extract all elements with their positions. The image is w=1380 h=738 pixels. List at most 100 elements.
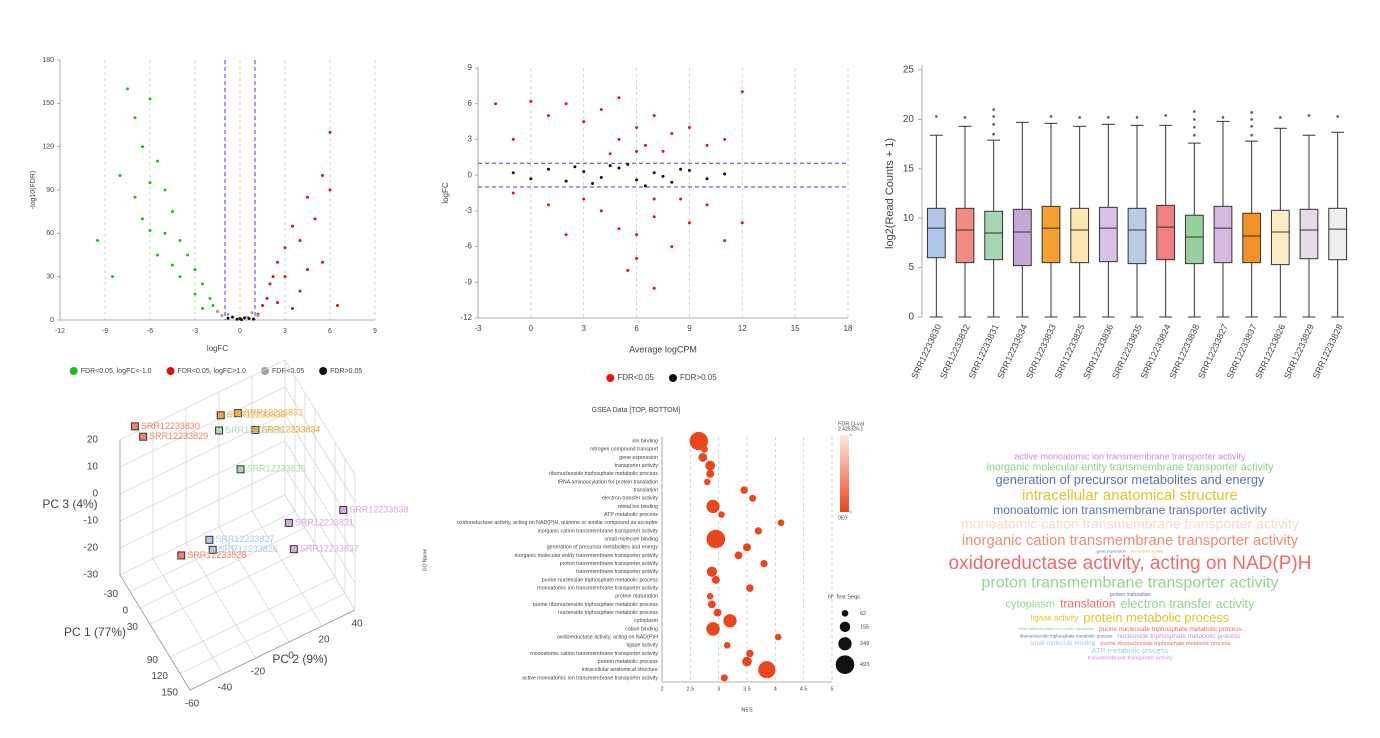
x-tick-label: SRR12233835 <box>1110 323 1144 381</box>
y-tick-label: -12 <box>460 313 472 322</box>
y-tick-label: 0 <box>468 170 473 179</box>
z-tick-label: 0 <box>92 489 98 500</box>
outlier <box>1193 126 1196 129</box>
x-tick-label: 2.5 <box>687 686 695 692</box>
point <box>234 409 243 418</box>
point <box>608 152 612 156</box>
point <box>687 168 691 172</box>
point <box>511 171 515 175</box>
point <box>289 545 298 554</box>
y-tick-label: 120 <box>42 144 54 151</box>
outlier <box>1250 133 1253 137</box>
y-tick-label: monoatomic cation transmembrane transpor… <box>530 651 658 657</box>
y-tick-label: 9 <box>468 63 473 72</box>
y-tick-label: 0 <box>50 317 54 324</box>
x-tick-label: SRR12233829 <box>1282 323 1316 381</box>
point <box>171 210 174 214</box>
point <box>276 301 279 305</box>
y-tick-label: translation <box>634 487 658 493</box>
x-axis-label: NES <box>741 707 753 713</box>
point <box>313 217 317 221</box>
word: gene expression <box>1096 548 1125 553</box>
point <box>247 317 251 321</box>
point <box>652 197 656 201</box>
point <box>256 314 260 318</box>
x-tick-label: -12 <box>55 328 65 335</box>
x-tick-label: 6 <box>328 328 332 335</box>
point <box>626 162 630 166</box>
dot <box>742 656 752 667</box>
x-tick-label: -6 <box>147 328 153 335</box>
point-label: SRR12233826 <box>219 544 278 554</box>
point-label: SRR12233831 <box>295 517 354 527</box>
point <box>235 317 239 321</box>
grid-line <box>119 440 286 522</box>
dot <box>706 622 720 636</box>
outlier <box>1250 125 1253 128</box>
dot <box>700 445 709 453</box>
x-tick-label: 0 <box>529 324 534 333</box>
legend-label: FDR<0.05, logFC<-1.0 <box>81 368 152 375</box>
y-tick-label: inorganic cation transmembrane transport… <box>538 528 659 534</box>
word: ribonucleoside triphosphate metabolic pr… <box>1020 633 1113 638</box>
dot <box>720 674 728 682</box>
x-axis <box>119 574 191 691</box>
point <box>687 221 691 225</box>
z-tick-label: 10 <box>87 462 99 473</box>
y-axis-label: logFC <box>441 182 450 204</box>
point <box>177 551 186 560</box>
size-legend-label: 155 <box>860 624 869 630</box>
y-tick-label: 25 <box>903 65 915 76</box>
grid-line <box>284 467 356 584</box>
outlier <box>1307 114 1311 117</box>
point <box>252 317 255 321</box>
dot <box>704 478 711 486</box>
outlier <box>1164 114 1167 117</box>
point <box>220 314 224 318</box>
x-tick-label: SRR12233831 <box>967 323 1001 381</box>
point <box>670 131 674 135</box>
y-tick-label: -40 <box>218 683 233 694</box>
point <box>328 188 332 192</box>
point <box>670 245 674 249</box>
y-tick-label: 10 <box>903 213 915 224</box>
point <box>178 275 182 279</box>
word: small molecule binding <box>1030 640 1096 647</box>
x-tick-label: SRR12233836 <box>1081 323 1115 381</box>
y-tick-label: 20 <box>903 114 915 125</box>
point <box>740 90 744 94</box>
size-legend-marker <box>838 637 852 651</box>
y-tick-label: tRNA aminoacylation for protein translat… <box>558 479 658 485</box>
grid-line <box>284 440 356 557</box>
x-tick-label: SRR12233838 <box>1167 323 1201 381</box>
point <box>635 149 639 153</box>
dot <box>705 460 716 471</box>
y-tick-label: -60 <box>185 699 200 710</box>
point <box>582 170 586 174</box>
y-tick-label: 20 <box>318 635 330 646</box>
point <box>226 312 230 316</box>
box <box>1070 207 1090 264</box>
x-tick-label: SRR12233828 <box>1311 323 1345 381</box>
dot <box>706 592 714 600</box>
word: electron transfer activity <box>1120 597 1255 611</box>
box <box>955 207 975 264</box>
point <box>599 209 603 213</box>
z-tick-label: 20 <box>87 435 99 446</box>
point <box>582 197 586 201</box>
x-tick-label: 5 <box>830 686 833 692</box>
box <box>1299 208 1319 260</box>
box <box>1156 204 1176 261</box>
point <box>201 282 204 286</box>
point <box>178 239 182 243</box>
dot <box>777 519 785 527</box>
y-tick-label: transmembrane transporter activity <box>576 569 658 575</box>
point <box>283 275 287 279</box>
point <box>652 286 656 290</box>
x-tick-label: 3 <box>283 328 287 335</box>
dot <box>774 633 782 641</box>
point <box>216 309 219 313</box>
point <box>201 306 204 310</box>
point <box>687 126 691 130</box>
